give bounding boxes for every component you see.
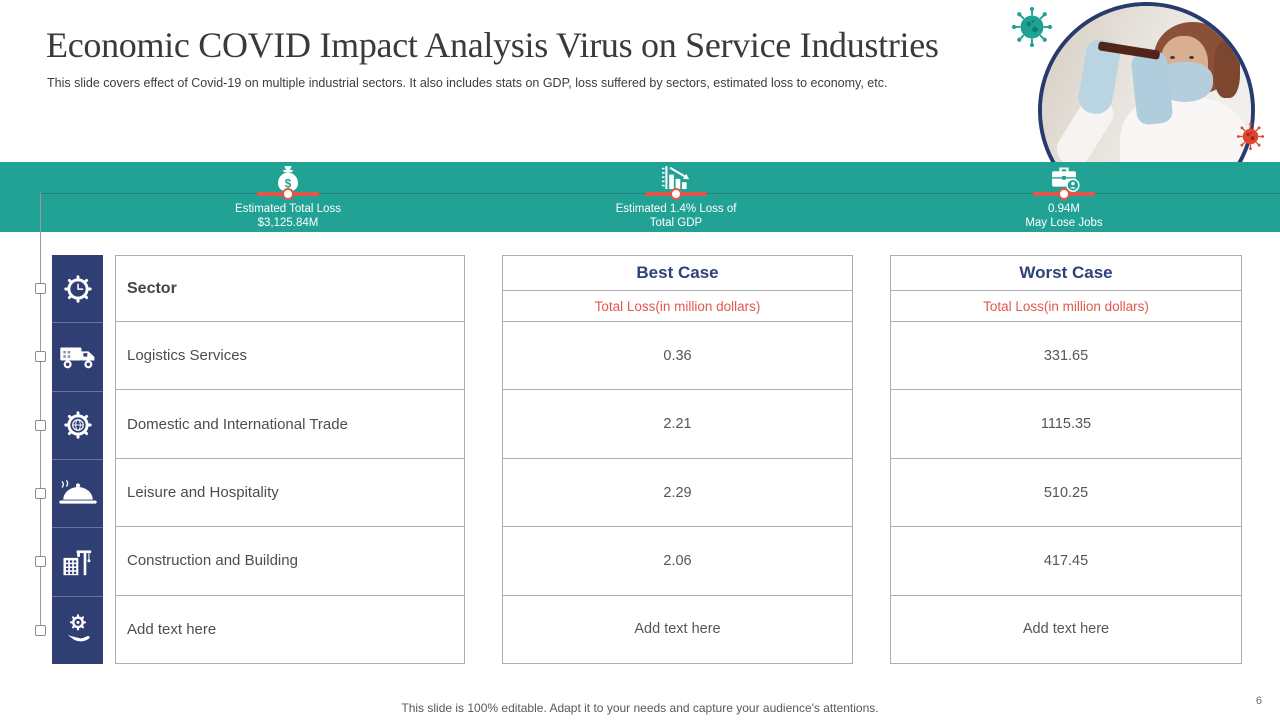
sector-icon-sidebar [52, 255, 103, 664]
declining-bar-chart-icon [661, 166, 690, 190]
page-title: Economic COVID Impact Analysis Virus on … [46, 25, 939, 65]
stat-marker-knob [1058, 188, 1070, 200]
photo-figure-glove [1130, 50, 1174, 126]
delivery-truck-icon [59, 347, 94, 369]
sector-cell-construction: Construction and Building [116, 527, 464, 596]
best-case-placeholder[interactable]: Add text here [634, 621, 721, 638]
page-subtitle: This slide covers effect of Covid-19 on … [47, 76, 888, 90]
globe-gear-icon [63, 411, 92, 439]
bracket-node [35, 351, 46, 362]
photo-figure-hair-bun [1214, 40, 1240, 98]
sidebar-cell [52, 255, 103, 324]
best-case-header: Best Case [503, 256, 852, 291]
best-case-value: 2.06 [503, 527, 852, 596]
stat-label: Estimated 1.4% Loss of [615, 203, 737, 215]
best-case-value: 2.29 [503, 459, 852, 528]
stat-value: Total GDP [649, 217, 703, 229]
page-number: 6 [1255, 695, 1262, 707]
stat-label: Estimated Total Loss [235, 203, 341, 215]
worst-case-placeholder[interactable]: Add text here [1022, 621, 1110, 638]
money-bag-icon: $ [278, 166, 298, 192]
bracket-node [35, 283, 46, 294]
stat-gdp-loss: Estimated 1.4% Loss of Total GDP [526, 162, 826, 232]
sidebar-cell [52, 528, 103, 597]
worst-case-value: 1115.35 [891, 390, 1241, 459]
stat-value: 0.94M [1048, 203, 1080, 215]
sector-column: Sector Logistics Services Domestic and I… [115, 255, 465, 664]
bracket-node [35, 488, 46, 499]
building-crane-icon [63, 550, 92, 576]
food-cloche-icon [58, 479, 97, 504]
hand-gear-icon [67, 614, 90, 642]
worst-case-value: 417.45 [891, 527, 1241, 596]
sector-cell-leisure: Leisure and Hospitality [116, 459, 464, 528]
best-case-subheader: Total Loss(in million dollars) [503, 291, 852, 322]
worst-case-value: 331.65 [891, 322, 1241, 391]
clock-gear-icon [63, 275, 92, 303]
sidebar-cell [52, 597, 103, 664]
sidebar-cell [52, 392, 103, 460]
sector-cell-trade: Domestic and International Trade [116, 390, 464, 459]
stat-jobs-loss: 0.94M May Lose Jobs [914, 162, 1214, 232]
bracket-node [35, 625, 46, 636]
worst-case-value: 510.25 [891, 459, 1241, 528]
briefcase-jobs-icon [1052, 167, 1080, 192]
sector-header-cell: Sector [116, 256, 464, 322]
stat-value: $3,125.84M [257, 217, 319, 229]
sector-cell-logistics: Logistics Services [116, 322, 464, 391]
sidebar-cell [52, 323, 103, 392]
stat-label: May Lose Jobs [1025, 217, 1103, 229]
best-case-value: 2.21 [503, 390, 852, 459]
bracket-node [35, 420, 46, 431]
stat-marker-knob [282, 188, 294, 200]
svg-text:$: $ [285, 177, 292, 190]
virus-icon-red [1237, 123, 1264, 150]
photo-figure-eye [1189, 56, 1194, 59]
footer-note: This slide is 100% editable. Adapt it to… [401, 701, 879, 715]
best-case-value: 0.36 [503, 322, 852, 391]
bracket-node [35, 556, 46, 567]
stats-banner: $ Estimated Total Loss $3,125.84M [0, 162, 1280, 232]
photo-figure-eye [1170, 56, 1175, 59]
stat-total-loss: $ Estimated Total Loss $3,125.84M [138, 162, 438, 232]
sector-cell-placeholder[interactable]: Add text here [127, 620, 217, 638]
stat-marker-knob [670, 188, 682, 200]
best-case-column: Best Case Total Loss(in million dollars)… [502, 255, 853, 664]
virus-icon-teal [1012, 7, 1052, 47]
worst-case-header: Worst Case [891, 256, 1241, 291]
sidebar-cell [52, 460, 103, 529]
worst-case-subheader: Total Loss(in million dollars) [891, 291, 1241, 322]
worst-case-column: Worst Case Total Loss(in million dollars… [890, 255, 1242, 664]
bracket-line [40, 193, 41, 630]
